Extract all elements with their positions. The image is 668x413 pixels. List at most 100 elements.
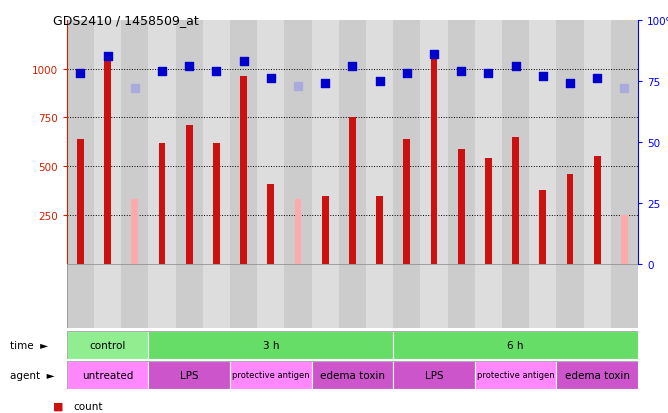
Bar: [556, 264, 584, 328]
Bar: [285, 21, 311, 264]
Bar: [94, 21, 121, 264]
Bar: [230, 361, 311, 389]
Bar: [448, 264, 475, 328]
Bar: [475, 264, 502, 328]
Bar: [475, 361, 556, 389]
Bar: [393, 264, 420, 328]
Bar: [502, 21, 529, 264]
Bar: [285, 264, 311, 328]
Bar: [594, 157, 601, 264]
Bar: [77, 140, 84, 264]
Bar: [311, 264, 339, 328]
Text: GDS2410 / 1458509_at: GDS2410 / 1458509_at: [53, 14, 199, 27]
Bar: [213, 143, 220, 264]
Bar: [584, 21, 611, 264]
Bar: [240, 77, 247, 264]
Bar: [67, 21, 94, 264]
Bar: [148, 331, 393, 359]
Bar: [393, 331, 638, 359]
Point: [130, 85, 140, 92]
Bar: [148, 361, 230, 389]
Bar: [176, 21, 203, 264]
Point: [429, 52, 440, 58]
Bar: [121, 264, 148, 328]
Bar: [621, 216, 628, 264]
Bar: [584, 264, 611, 328]
Bar: [230, 21, 257, 264]
Text: 3 h: 3 h: [263, 340, 279, 350]
Bar: [539, 190, 546, 264]
Point: [265, 76, 276, 83]
Point: [211, 69, 222, 75]
Bar: [230, 264, 257, 328]
Point: [320, 81, 331, 87]
Bar: [420, 21, 448, 264]
Text: 6 h: 6 h: [507, 340, 524, 350]
Point: [293, 83, 303, 90]
Point: [510, 64, 521, 70]
Bar: [420, 264, 448, 328]
Bar: [366, 264, 393, 328]
Bar: [311, 361, 393, 389]
Bar: [502, 264, 529, 328]
Point: [347, 64, 358, 70]
Bar: [393, 21, 420, 264]
Bar: [186, 126, 192, 264]
Bar: [512, 138, 519, 264]
Bar: [203, 264, 230, 328]
Bar: [475, 21, 502, 264]
Bar: [104, 58, 111, 264]
Bar: [376, 196, 383, 264]
Text: time  ►: time ►: [10, 340, 48, 350]
Bar: [158, 143, 166, 264]
Point: [184, 64, 194, 70]
Text: protective antigen: protective antigen: [477, 370, 554, 380]
Point: [102, 54, 113, 61]
Bar: [431, 58, 438, 264]
Bar: [448, 21, 475, 264]
Bar: [322, 196, 329, 264]
Bar: [295, 200, 301, 264]
Bar: [529, 264, 556, 328]
Bar: [339, 264, 366, 328]
Bar: [67, 331, 148, 359]
Bar: [67, 361, 148, 389]
Text: LPS: LPS: [425, 370, 444, 380]
Text: count: count: [73, 401, 103, 411]
Bar: [67, 264, 94, 328]
Bar: [176, 264, 203, 328]
Point: [374, 78, 385, 85]
Text: untreated: untreated: [82, 370, 134, 380]
Text: edema toxin: edema toxin: [564, 370, 630, 380]
Point: [537, 74, 548, 80]
Bar: [458, 150, 464, 264]
Bar: [311, 21, 339, 264]
Point: [483, 71, 494, 78]
Bar: [257, 21, 285, 264]
Text: LPS: LPS: [180, 370, 198, 380]
Text: ■: ■: [53, 401, 64, 411]
Point: [592, 76, 603, 83]
Bar: [393, 361, 475, 389]
Bar: [485, 159, 492, 264]
Point: [238, 59, 249, 65]
Point: [401, 71, 412, 78]
Bar: [611, 264, 638, 328]
Point: [156, 69, 167, 75]
Bar: [529, 21, 556, 264]
Bar: [556, 21, 584, 264]
Bar: [366, 21, 393, 264]
Text: agent  ►: agent ►: [10, 370, 55, 380]
Bar: [566, 175, 573, 264]
Text: protective antigen: protective antigen: [232, 370, 309, 380]
Point: [619, 85, 630, 92]
Bar: [257, 264, 285, 328]
Bar: [94, 264, 121, 328]
Text: edema toxin: edema toxin: [320, 370, 385, 380]
Bar: [611, 21, 638, 264]
Point: [75, 71, 86, 78]
Bar: [203, 21, 230, 264]
Bar: [339, 21, 366, 264]
Bar: [267, 184, 274, 264]
Point: [456, 69, 466, 75]
